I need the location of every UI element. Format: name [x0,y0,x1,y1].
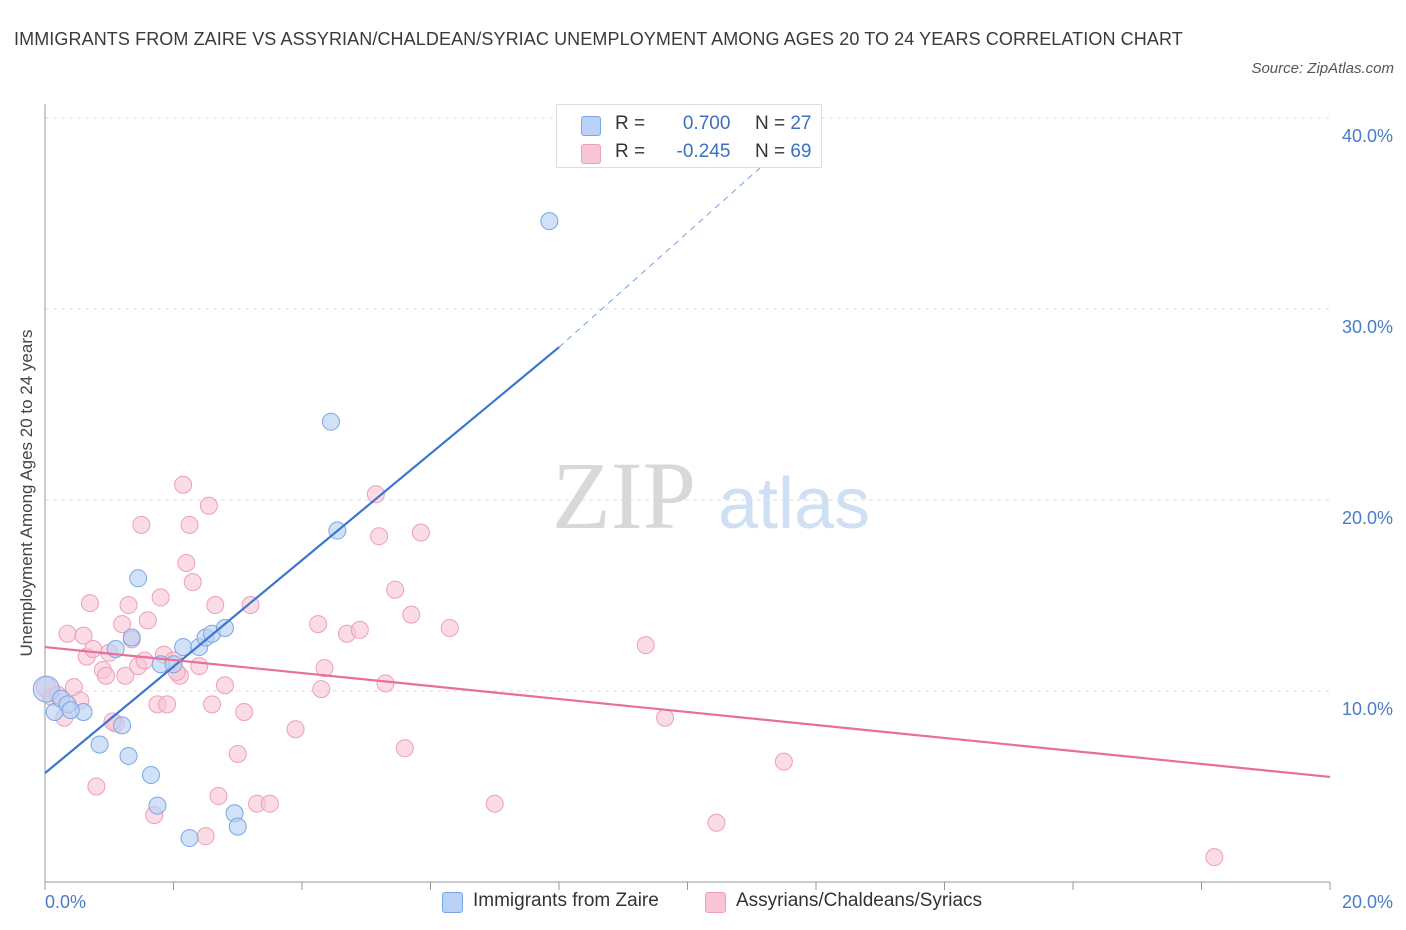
data-point-assyrians [203,695,222,714]
legend-n-value-zaire: 27 [790,113,812,134]
data-point-assyrians [80,594,99,613]
data-point-assyrians [135,651,154,670]
data-point-assyrians [177,554,196,573]
y-tick-label: 40.0% [1342,126,1393,146]
watermark: ZIP atlas [552,442,870,549]
legend-r-value-assyrians: -0.245 [676,141,731,162]
data-point-assyrians [209,787,228,806]
legend-swatch-pink [581,144,601,164]
data-point-assyrians [260,794,279,813]
data-point-assyrians [116,666,135,685]
data-point-assyrians [1205,848,1224,867]
data-point-assyrians [190,657,209,676]
data-point-assyrians [312,680,331,699]
series-zaire-points [32,212,559,848]
legend-n-label: N = [754,113,786,134]
data-point-assyrians [158,695,177,714]
data-point-assyrians [183,573,202,592]
data-point-assyrians [174,475,193,494]
data-point-assyrians [84,639,103,658]
data-point-assyrians [87,777,106,796]
trend-line-zaire [44,346,560,774]
data-point-assyrians [151,588,170,607]
data-point-assyrians [366,485,385,504]
data-point-zaire [90,735,109,754]
legend-swatch-blue [581,116,601,136]
data-point-zaire [119,746,138,765]
data-point-zaire [142,766,161,785]
data-point-assyrians [370,527,389,546]
watermark-atlas: atlas [718,464,870,544]
data-point-assyrians [440,618,459,637]
correlation-legend: R = 0.700 N = 27 R = -0.245 N = 69 [556,104,822,168]
data-point-zaire [148,796,167,815]
data-point-assyrians [707,813,726,832]
trend-line-assyrians [44,645,1331,779]
series-name-assyrians: Assyrians/Chaldeans/Syriacs [736,890,983,911]
data-point-zaire [180,829,199,848]
data-point-assyrians [196,827,215,846]
data-point-assyrians [74,626,93,645]
data-point-zaire [540,212,559,231]
legend-n-value-assyrians: 69 [790,141,812,162]
data-point-assyrians [113,615,132,634]
y-tick-label: 20.0% [1342,508,1393,528]
axes [44,104,1331,890]
series-legend: Immigrants from Zaire Assyrians/Chaldean… [0,888,1406,918]
data-point-assyrians [774,752,793,771]
data-point-assyrians [656,708,675,727]
x-tick-label: 0.0% [45,892,86,912]
data-point-assyrians [228,745,247,764]
legend-n-label: N = [754,141,786,162]
grid-lines [45,117,1330,692]
data-point-zaire [215,618,234,637]
data-point-assyrians [235,703,254,722]
data-point-assyrians [215,676,234,695]
legend-r-value-zaire: 0.700 [682,113,731,134]
data-point-assyrians [350,620,369,639]
series-swatch-pink [705,892,726,913]
data-point-zaire [129,569,148,588]
data-point-assyrians [386,580,405,599]
data-point-assyrians [138,611,157,630]
data-point-zaire [122,628,141,647]
data-point-assyrians [315,659,334,678]
legend-r-label: R = [615,113,646,134]
data-point-assyrians [180,515,199,534]
series-name-zaire: Immigrants from Zaire [473,890,659,911]
data-point-zaire [113,716,132,735]
legend-r-label: R = [615,141,646,162]
tick-labels: 10.0% 20.0% 30.0% 40.0% 0.0% 20.0% [45,126,1393,912]
data-point-assyrians [485,794,504,813]
x-tick-label: 20.0% [1342,892,1393,912]
data-point-assyrians [286,720,305,739]
data-point-assyrians [199,496,218,515]
data-point-assyrians [132,515,151,534]
chart-title: IMMIGRANTS FROM ZAIRE VS ASSYRIAN/CHALDE… [14,29,1183,49]
data-point-assyrians [97,666,116,685]
data-point-zaire [321,412,340,431]
data-point-assyrians [58,624,77,643]
watermark-zip: ZIP [552,442,696,549]
y-tick-label: 30.0% [1342,317,1393,337]
data-point-zaire [228,817,247,836]
data-point-assyrians [309,615,328,634]
data-point-assyrians [241,596,260,615]
series-swatch-blue [442,892,463,913]
source-label: Source: ZipAtlas.com [1251,60,1394,77]
data-point-assyrians [402,605,421,624]
data-point-assyrians [206,596,225,615]
data-point-assyrians [636,636,655,655]
data-point-assyrians [376,674,395,693]
y-tick-label: 10.0% [1342,699,1393,719]
data-point-assyrians [411,523,430,542]
y-axis-label: Unemployment Among Ages 20 to 24 years [17,330,36,657]
data-point-zaire [61,701,80,720]
data-point-assyrians [395,739,414,758]
data-point-assyrians [119,596,138,615]
